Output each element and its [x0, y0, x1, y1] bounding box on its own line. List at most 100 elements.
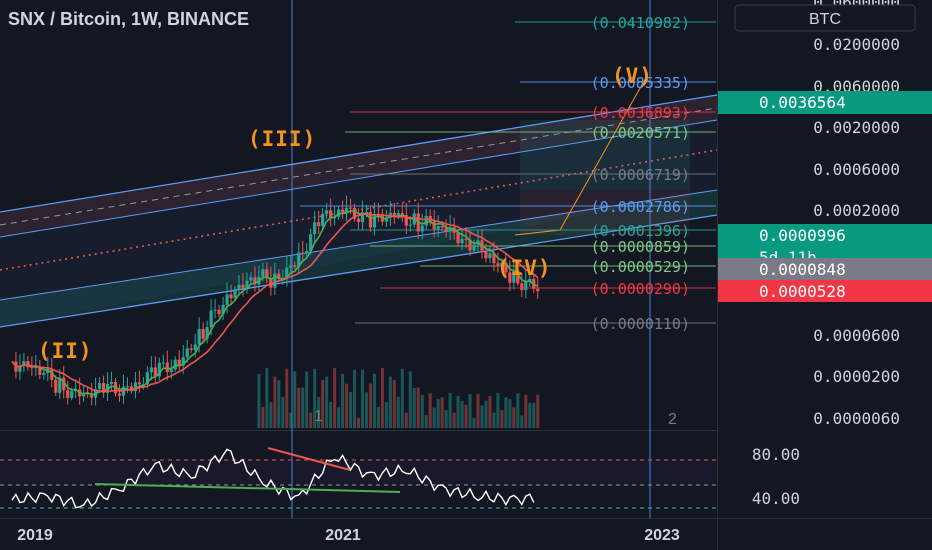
candle-body[interactable] [269, 278, 273, 288]
candle-body[interactable] [356, 218, 361, 223]
candle-body[interactable] [261, 269, 265, 277]
candle-body[interactable] [209, 310, 213, 328]
candle-body[interactable] [404, 215, 408, 226]
candle-body[interactable] [225, 294, 229, 305]
candle-body[interactable] [82, 393, 86, 397]
candle-body[interactable] [289, 265, 293, 268]
candle-body[interactable] [297, 252, 301, 267]
candle-body[interactable] [364, 212, 369, 214]
candle-body[interactable] [504, 262, 508, 273]
candle-body[interactable] [464, 238, 468, 240]
candle-body[interactable] [26, 361, 30, 368]
price-axis[interactable]: 0.06000000.02000000.00600000.00200000.00… [813, 0, 900, 428]
candle-body[interactable] [448, 227, 452, 232]
candle-body[interactable] [340, 209, 345, 213]
channel-lower-inner-line[interactable] [0, 189, 718, 301]
wave-label-iii[interactable]: (III) [248, 127, 316, 151]
candle-body[interactable] [197, 329, 201, 345]
candle-body[interactable] [285, 267, 289, 279]
rsi-bearish-divergence[interactable] [267, 447, 351, 471]
candle-body[interactable] [161, 362, 165, 364]
candle-body[interactable] [217, 309, 221, 315]
channel-median-line[interactable] [0, 149, 718, 271]
candle-body[interactable] [472, 244, 476, 251]
candle-body[interactable] [508, 272, 512, 283]
candle-body[interactable] [536, 288, 540, 292]
candle-body[interactable] [189, 348, 193, 350]
candle-body[interactable] [516, 270, 520, 284]
candle-body[interactable] [460, 238, 464, 244]
candle-body[interactable] [456, 232, 460, 244]
candle-body[interactable] [496, 263, 500, 266]
rsi-pane[interactable] [0, 430, 717, 518]
candle-body[interactable] [301, 252, 305, 254]
candle-body[interactable] [273, 273, 277, 288]
rsi-line[interactable] [11, 448, 535, 509]
candle-body[interactable] [97, 383, 102, 390]
candle-body[interactable] [488, 253, 492, 259]
candle-body[interactable] [193, 344, 197, 350]
candle-body[interactable] [145, 372, 149, 385]
candle-body[interactable] [185, 348, 189, 358]
candle-body[interactable] [352, 207, 357, 219]
fib-extension[interactable]: (0.0410982) (0.0085335) (0.0036893) (0.0020… [300, 14, 716, 333]
candle-body[interactable] [524, 281, 528, 291]
candle-body[interactable] [38, 366, 42, 375]
candle-body[interactable] [408, 224, 412, 226]
candle-body[interactable] [253, 277, 257, 285]
candle-body[interactable] [265, 269, 269, 279]
candle-body[interactable] [500, 262, 504, 266]
candle-body[interactable] [205, 327, 209, 339]
candle-body[interactable] [101, 383, 106, 393]
candle-body[interactable] [313, 222, 317, 235]
candle-body[interactable] [368, 212, 373, 228]
candle-body[interactable] [229, 294, 233, 299]
candle-body[interactable] [50, 368, 54, 380]
candle-body[interactable] [137, 382, 142, 385]
candle-body[interactable] [440, 225, 444, 228]
candle-body[interactable] [157, 362, 161, 377]
candle-body[interactable] [444, 227, 448, 232]
candle-body[interactable] [400, 213, 404, 216]
candle-body[interactable] [360, 212, 365, 223]
candle-body[interactable] [492, 253, 496, 264]
candle-body[interactable] [392, 212, 396, 217]
candle-body[interactable] [249, 277, 253, 281]
candle-body[interactable] [329, 210, 333, 219]
candle-body[interactable] [293, 265, 297, 267]
candle-body[interactable] [149, 367, 153, 373]
candle-body[interactable] [372, 213, 377, 228]
candle-body[interactable] [54, 379, 58, 393]
candle-body[interactable] [109, 381, 114, 384]
candle-body[interactable] [241, 284, 245, 289]
candle-body[interactable] [42, 372, 46, 375]
wave-label-ii[interactable]: (II) [38, 339, 93, 363]
rsi-bullish-divergence[interactable] [94, 483, 401, 493]
channel-lower-line[interactable] [0, 214, 718, 328]
candle-body[interactable] [277, 273, 281, 279]
candle-body[interactable] [70, 391, 74, 398]
candle-body[interactable] [309, 234, 313, 251]
candle-body[interactable] [129, 386, 134, 392]
candle-body[interactable] [305, 250, 309, 254]
candle-body[interactable] [233, 289, 237, 299]
candle-body[interactable] [201, 329, 205, 339]
candle-body[interactable] [177, 359, 181, 366]
candle-body[interactable] [468, 239, 472, 251]
candle-body[interactable] [30, 367, 34, 369]
candle-body[interactable] [213, 309, 217, 311]
candle-body[interactable] [325, 210, 329, 214]
candle-body[interactable] [237, 284, 241, 290]
time-axis[interactable]: 2019 2021 2023 [17, 527, 680, 544]
channel-upper-inner-line[interactable] [0, 119, 718, 238]
candle-body[interactable] [165, 362, 169, 373]
wave-label-v[interactable]: (V) [612, 64, 653, 88]
candle-body[interactable] [86, 393, 90, 395]
candle-body[interactable] [117, 393, 122, 396]
candle-body[interactable] [436, 225, 440, 230]
candle-body[interactable] [62, 377, 66, 391]
channel-upper-dashed[interactable] [0, 107, 718, 226]
candle-body[interactable] [153, 367, 157, 377]
candle-body[interactable] [245, 280, 249, 289]
